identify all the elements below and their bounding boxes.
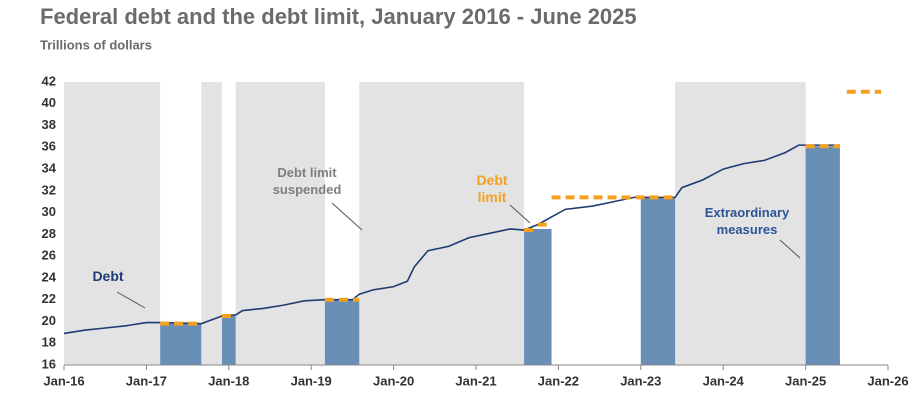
x-tick-label: Jan-24 [703, 373, 745, 388]
x-tick-label: Jan-22 [538, 373, 579, 388]
y-tick-label: 40 [42, 95, 56, 110]
debt-label: Debt [92, 268, 124, 284]
y-tick-label: 34 [42, 161, 57, 176]
extraordinary-bar [640, 197, 676, 365]
x-tick-label: Jan-23 [620, 373, 661, 388]
leader-line [331, 202, 363, 231]
extraordinary-bar [324, 299, 360, 365]
y-tick-label: 26 [42, 248, 56, 263]
leader-line [509, 204, 531, 224]
extraordinary-bar [524, 228, 552, 365]
y-tick-label: 18 [42, 335, 56, 350]
x-tick-label: Jan-19 [291, 373, 332, 388]
suspended-label: Debt limit suspended [272, 165, 342, 197]
suspended-period [201, 82, 222, 365]
y-tick-label: 38 [42, 117, 56, 132]
y-tick-label: 30 [42, 204, 56, 219]
x-tick-label: Jan-18 [208, 373, 249, 388]
x-tick-label: Jan-25 [785, 373, 826, 388]
extraordinary-label: Extraordinary measures [704, 205, 790, 237]
suspended-period [675, 82, 806, 365]
y-tick-label: 32 [42, 182, 56, 197]
extraordinary-bar [160, 323, 202, 365]
y-tick-label: 24 [42, 269, 57, 284]
x-tick-label: Jan-16 [43, 373, 84, 388]
y-tick-label: 42 [42, 73, 56, 88]
suspended-period [235, 82, 325, 365]
y-tick-label: 16 [42, 356, 56, 371]
extraordinary-bar [221, 316, 236, 365]
debt-line [63, 144, 840, 335]
extraordinary-bar [805, 146, 840, 365]
x-tick-label: Jan-20 [373, 373, 414, 388]
leader-line [779, 239, 801, 259]
chart-title: Federal debt and the debt limit, January… [40, 4, 637, 29]
suspended-period [359, 82, 525, 365]
y-tick-label: 36 [42, 139, 56, 154]
debt-limit-label: Debt limit [476, 172, 508, 205]
x-tick-label: Jan-17 [126, 373, 167, 388]
suspended-period [64, 82, 161, 365]
y-tick-label: 28 [42, 226, 56, 241]
y-tick-label: 20 [42, 313, 56, 328]
leader-line [116, 291, 146, 309]
x-tick-label: Jan-26 [867, 373, 908, 388]
x-tick-label: Jan-21 [455, 373, 496, 388]
y-tick-label: 22 [42, 291, 56, 306]
chart-subtitle: Trillions of dollars [40, 37, 152, 52]
